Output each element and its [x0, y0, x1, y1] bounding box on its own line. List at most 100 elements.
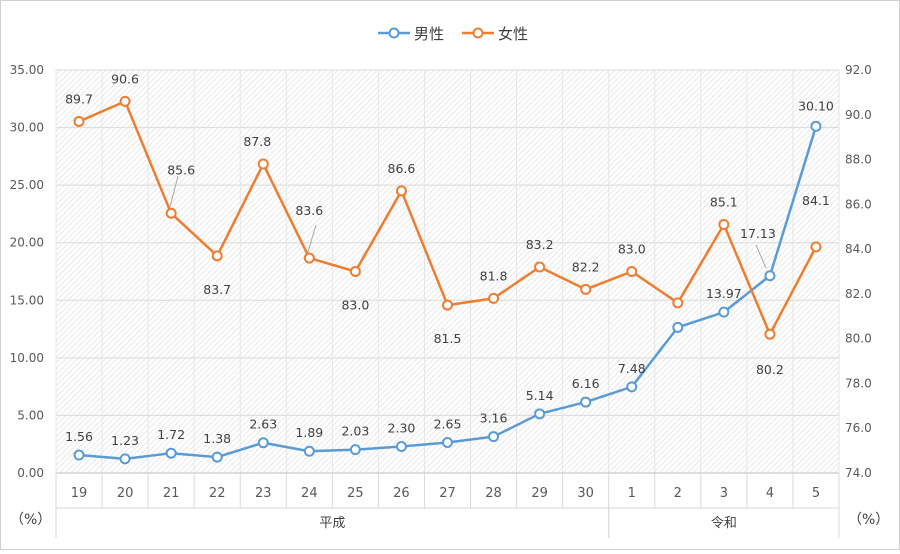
x-axis-tick-label: 26 [393, 486, 410, 501]
data-label: 81.5 [434, 331, 462, 346]
data-label: 86.6 [388, 161, 416, 176]
data-point [395, 441, 407, 453]
data-point [165, 207, 177, 219]
data-point [580, 283, 592, 295]
data-point [580, 396, 592, 408]
x-axis-tick-label: 1 [628, 486, 636, 501]
x-axis-tick-label: 21 [163, 486, 180, 501]
data-point [165, 447, 177, 459]
data-point [349, 444, 361, 456]
data-label: 84.1 [802, 193, 830, 208]
data-point [211, 250, 223, 262]
data-label: 1.89 [295, 425, 323, 440]
data-point [764, 270, 776, 282]
data-label: 87.8 [243, 134, 271, 149]
right-axis-tick-label: 82.0 [845, 287, 872, 301]
right-axis-tick-label: 90.0 [845, 108, 872, 122]
data-point [303, 252, 315, 264]
x-axis-tick-label: 30 [577, 486, 594, 501]
left-axis-tick-label: 10.00 [10, 351, 44, 365]
data-point [257, 437, 269, 449]
data-point [73, 449, 85, 461]
data-point [395, 185, 407, 197]
left-axis-unit-label: （%） [10, 512, 51, 528]
right-axis-tick-label: 78.0 [845, 376, 872, 390]
data-point [626, 266, 638, 277]
data-point [442, 436, 453, 448]
data-label: 1.72 [157, 427, 185, 442]
x-axis-tick-label: 27 [439, 486, 456, 501]
data-label: 3.16 [480, 411, 508, 426]
data-label: 2.63 [249, 417, 277, 432]
x-axis-tick-label: 24 [301, 486, 318, 501]
data-label: 5.14 [526, 388, 554, 403]
era-label: 平成 [319, 516, 345, 531]
x-axis-tick-label: 25 [347, 486, 364, 501]
right-axis-tick-label: 92.0 [845, 63, 872, 77]
data-point [764, 328, 776, 340]
data-point [672, 297, 684, 309]
x-axis-tick-label: 5 [812, 486, 820, 501]
data-point [810, 241, 822, 253]
data-point [73, 115, 85, 127]
x-axis-tick-label: 19 [71, 486, 88, 501]
left-axis-tick-label: 25.00 [10, 178, 44, 192]
left-axis-tick-label: 20.00 [10, 236, 44, 250]
data-point [672, 321, 684, 333]
axes: 0.00 5.00 10.00 15.00 20.00 25.00 30.00 35.00 74… [10, 63, 889, 538]
era-label: 令和 [711, 516, 737, 531]
plot-area [56, 70, 839, 473]
data-point [119, 453, 131, 465]
x-axis-tick-label: 2 [674, 486, 682, 501]
data-label: 1.23 [111, 433, 139, 448]
data-label: 80.2 [756, 362, 784, 377]
data-label: 81.8 [480, 268, 508, 283]
data-point [211, 451, 223, 463]
legend-label-female: 女性 [498, 25, 528, 43]
data-point [718, 306, 730, 318]
data-point [119, 95, 131, 107]
left-axis-tick-label: 30.00 [10, 121, 44, 135]
data-label: 83.7 [203, 282, 231, 297]
legend-marker-male [388, 27, 400, 39]
data-label: 85.1 [710, 194, 738, 209]
data-point [810, 120, 822, 132]
data-label: 2.30 [388, 421, 416, 436]
right-axis-tick-label: 86.0 [845, 197, 872, 211]
data-label: 82.2 [572, 259, 600, 274]
data-label: 83.6 [295, 203, 323, 218]
x-axis-tick-label: 22 [209, 486, 226, 501]
data-point [349, 266, 361, 277]
data-label: 6.16 [572, 376, 600, 391]
series-layer [73, 95, 822, 465]
data-point [534, 408, 546, 420]
data-label: 2.03 [341, 424, 369, 439]
x-axis-tick-label: 3 [720, 486, 728, 501]
legend-label-male: 男性 [414, 25, 444, 43]
right-axis-tick-label: 80.0 [845, 332, 872, 346]
leader-line [169, 175, 179, 208]
data-label: 7.48 [618, 361, 646, 376]
right-axis-unit-label: （%） [848, 512, 889, 528]
right-axis-tick-label: 88.0 [845, 153, 872, 167]
x-axis-tick-label: 20 [117, 486, 134, 501]
data-point [488, 292, 500, 304]
data-point [442, 299, 453, 311]
data-label: 2.65 [434, 416, 462, 431]
x-axis-tick-label: 23 [255, 486, 272, 501]
data-point [257, 158, 269, 170]
x-axis-tick-label: 28 [485, 486, 502, 501]
x-axis-tick-label: 4 [766, 486, 774, 501]
right-axis-tick-label: 76.0 [845, 421, 872, 435]
data-label: 83.0 [618, 242, 646, 257]
left-axis-tick-label: 5.00 [17, 408, 44, 422]
data-label: 83.0 [341, 298, 369, 313]
data-point [718, 218, 730, 230]
data-label: 1.38 [203, 431, 231, 446]
data-labels: 1.56 1.23 1.72 1.38 2.63 1.89 2.03 2.30 2.65 3.16… [65, 71, 834, 447]
right-axis-tick-label: 84.0 [845, 242, 872, 256]
legend-marker-female [472, 27, 484, 39]
data-label: 30.10 [798, 98, 834, 113]
left-axis-tick-label: 0.00 [17, 466, 44, 480]
right-axis-tick-label: 74.0 [845, 466, 872, 480]
